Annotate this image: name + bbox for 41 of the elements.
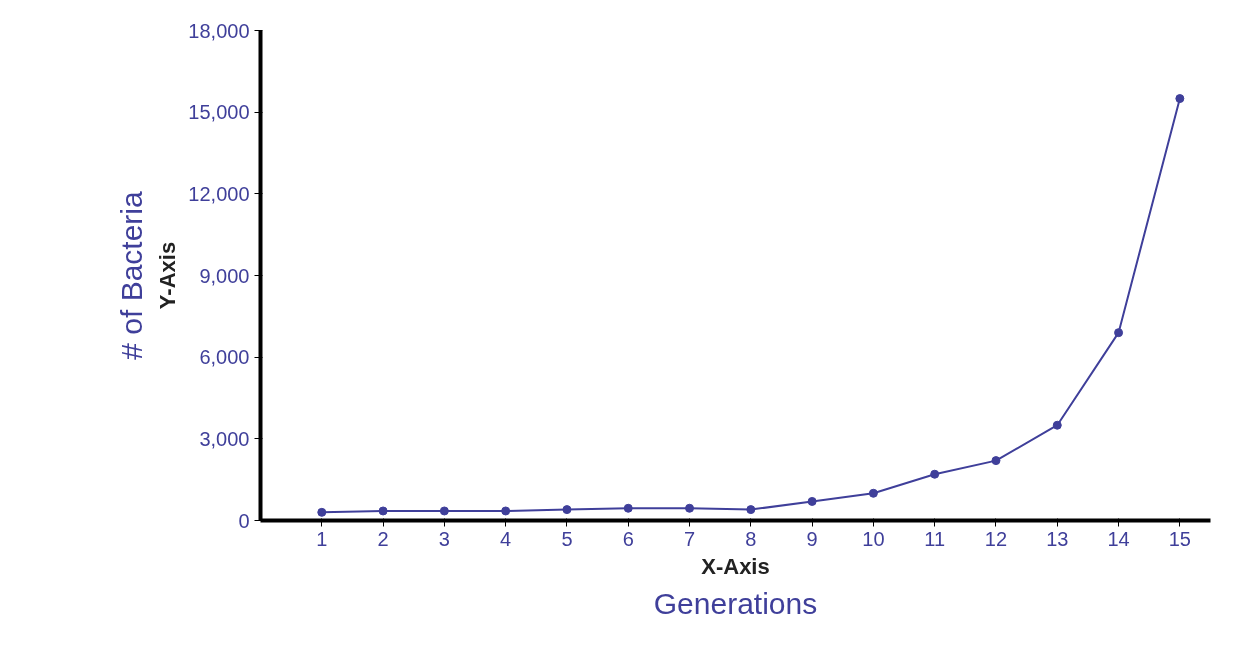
x-tick-label: 9 — [806, 527, 818, 550]
y-tick-label: 18,000 — [188, 19, 250, 42]
y-tick-label: 0 — [238, 509, 250, 532]
y-tick-label: 6,000 — [199, 346, 250, 369]
text: Y-Axis — [155, 241, 181, 310]
point — [746, 505, 756, 515]
point — [623, 503, 633, 513]
y-tick-label: 9,000 — [199, 264, 250, 287]
point — [807, 496, 817, 506]
y-axis-title: # of Bacteria — [114, 190, 148, 360]
point — [378, 506, 388, 516]
point — [930, 469, 940, 479]
x-tick-label: 2 — [377, 527, 389, 550]
y-tick-label: 12,000 — [188, 182, 250, 205]
x-tick-label: 3 — [438, 527, 450, 550]
y-tick-label: 3,000 — [199, 427, 250, 450]
point — [1114, 328, 1124, 338]
point — [501, 506, 511, 516]
point — [868, 488, 878, 498]
point — [991, 456, 1001, 466]
x-tick-label: 14 — [1107, 527, 1130, 550]
x-tick-label: 1 — [316, 527, 328, 550]
x-tick-label: 4 — [500, 527, 512, 550]
x-tick-label: 5 — [561, 527, 573, 550]
point — [317, 507, 327, 517]
point — [1052, 420, 1062, 430]
y-tick-label: 15,000 — [188, 101, 250, 124]
x-tick-label: 7 — [683, 527, 696, 550]
x-tick-label: 15 — [1168, 527, 1191, 550]
point — [1175, 94, 1185, 104]
point — [685, 503, 695, 513]
point — [439, 506, 449, 516]
x-tick-label: 12 — [984, 527, 1008, 550]
x-tick-label: 11 — [924, 527, 946, 550]
point — [562, 505, 572, 515]
text: X-Axis — [701, 553, 770, 579]
x-tick-label: 8 — [745, 527, 757, 550]
x-tick-label: 13 — [1046, 527, 1069, 550]
x-axis-title: Generations — [653, 586, 818, 620]
x-tick-label: 6 — [622, 527, 634, 550]
x-tick-label: 10 — [862, 527, 885, 550]
